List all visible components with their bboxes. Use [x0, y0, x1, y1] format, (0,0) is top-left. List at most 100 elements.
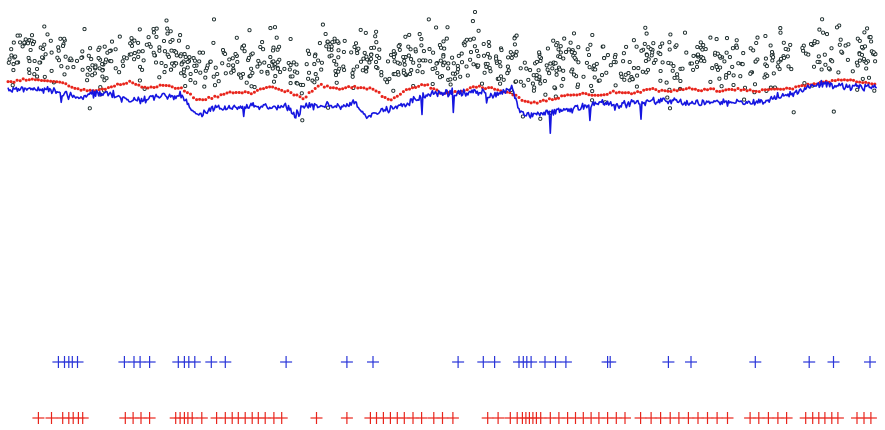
red-line-point: [338, 87, 341, 91]
scatter-point: [468, 37, 473, 42]
red-line-point: [49, 79, 53, 83]
scatter-point: [531, 88, 536, 93]
scatter-point: [401, 54, 406, 60]
red-line-point: [106, 86, 110, 90]
red-line-point: [164, 84, 168, 87]
scatter-point: [277, 44, 282, 49]
scatter-point: [576, 45, 581, 50]
scatter-point: [438, 45, 444, 50]
red-line-point: [389, 98, 393, 102]
scatter-point: [168, 39, 173, 44]
red-line-point: [12, 80, 16, 84]
blue-plus-mark: [662, 356, 675, 368]
red-line-point: [30, 77, 34, 81]
red-line-point: [310, 89, 314, 93]
scatter-point: [558, 54, 563, 59]
red-line-point: [465, 88, 469, 92]
red-dotted-line-layer: [6, 77, 877, 105]
scatter-point: [402, 62, 407, 67]
red-line-point: [6, 80, 10, 84]
scatter-point: [592, 75, 597, 80]
scatter-point: [193, 80, 198, 85]
scatter-point: [43, 52, 48, 57]
red-line-point: [849, 78, 852, 82]
red-line-point: [517, 96, 521, 99]
red-line-point: [669, 90, 673, 93]
red-line-point: [779, 87, 782, 91]
scatter-point: [136, 40, 141, 45]
red-plus-mark: [275, 412, 288, 424]
red-plus-mark: [143, 412, 156, 424]
red-line-point: [487, 86, 491, 90]
red-line-point: [347, 85, 351, 89]
scatter-point: [623, 72, 628, 77]
blue-plus-mark: [749, 356, 762, 368]
blue-plus-mark: [685, 356, 697, 368]
red-line-point: [611, 89, 615, 93]
red-line-point: [195, 98, 199, 102]
scatter-point: [777, 67, 782, 72]
scatter-point: [211, 74, 216, 79]
red-line-point: [125, 81, 129, 85]
scatter-point: [102, 78, 107, 83]
scatter-point: [512, 42, 517, 47]
scatter-point: [864, 66, 869, 71]
red-line-point: [423, 83, 427, 87]
red-line-point: [255, 88, 259, 92]
scatter-point: [830, 59, 835, 64]
scatter-point: [481, 41, 486, 47]
scatter-point: [255, 64, 260, 69]
scatter-point: [35, 74, 40, 79]
red-line-point: [572, 93, 576, 97]
scatter-point: [544, 63, 549, 68]
red-line-point: [258, 87, 262, 91]
scatter-point: [146, 35, 151, 40]
scatter-point: [341, 64, 346, 69]
scatter-point: [396, 72, 401, 77]
scatter-point: [244, 80, 249, 85]
scatter-point: [48, 38, 53, 43]
red-line-point: [675, 89, 679, 93]
scatter-point: [282, 66, 287, 71]
scatter-point: [364, 54, 369, 59]
red-line-point: [690, 87, 694, 91]
red-line-point: [371, 87, 375, 91]
red-line-point: [538, 99, 542, 103]
scatter-point: [588, 42, 593, 47]
scatter-point: [165, 26, 170, 31]
scatter-point: [862, 30, 867, 35]
scatter-point: [468, 50, 474, 55]
scatter-points-layer: [6, 9, 878, 123]
scatter-point: [397, 47, 402, 52]
scatter-point: [778, 26, 783, 31]
red-line-point: [748, 88, 752, 92]
scatter-point: [822, 52, 827, 57]
scatter-point: [857, 38, 862, 43]
scatter-point: [626, 71, 631, 76]
scatter-point: [866, 75, 872, 80]
red-plus-mark: [436, 412, 449, 424]
red-line-point: [304, 95, 308, 99]
scatter-point: [572, 55, 577, 60]
scatter-point: [128, 41, 133, 46]
scatter-point: [821, 30, 826, 35]
red-line-point: [842, 78, 846, 82]
red-line-point: [298, 95, 302, 99]
scatter-point: [534, 76, 539, 81]
scatter-point: [643, 58, 648, 64]
scatter-point: [121, 63, 126, 68]
scatter-point: [581, 74, 586, 79]
red-line-point: [861, 81, 865, 85]
scatter-point: [769, 50, 775, 55]
scatter-point: [427, 47, 432, 52]
scatter-point: [71, 65, 76, 70]
scatter-point: [763, 33, 768, 39]
red-line-point: [550, 98, 554, 102]
red-line-point: [532, 100, 536, 104]
scatter-point: [701, 56, 706, 61]
scatter-point: [800, 45, 805, 51]
scatter-point: [369, 56, 374, 61]
scatter-point: [487, 43, 492, 49]
red-line-point: [745, 89, 749, 93]
scatter-point: [569, 69, 574, 74]
